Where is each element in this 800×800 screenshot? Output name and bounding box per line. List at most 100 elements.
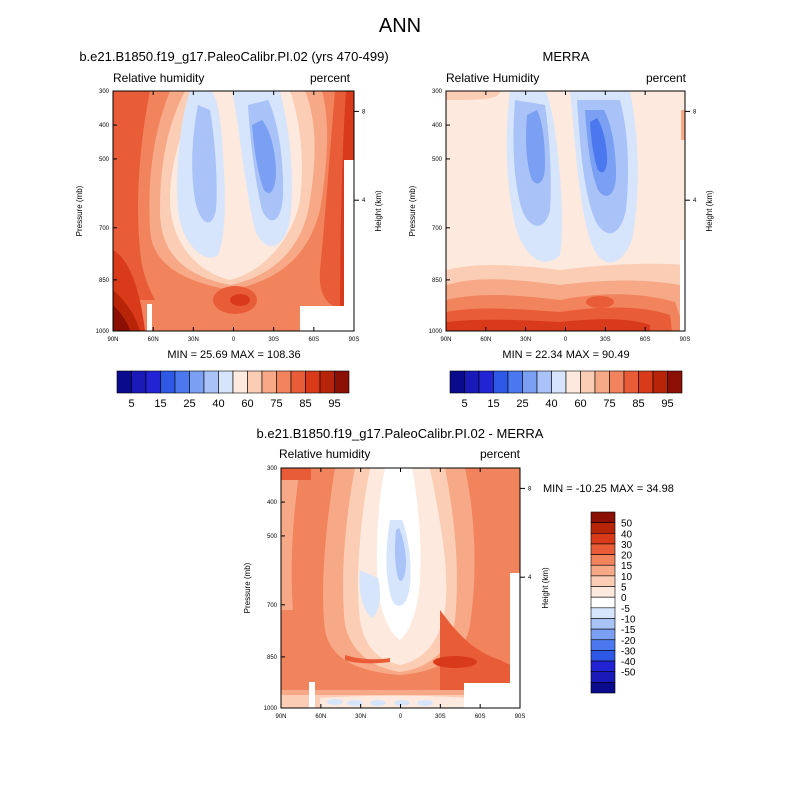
y-tick-label: 700: [99, 226, 110, 232]
panel-model-title: b.e21.B1850.f19_g17.PaleoCalibr.PI.02 (y…: [79, 49, 388, 64]
x-tick-label: 90N: [107, 337, 118, 343]
colorbar-box: [464, 370, 480, 394]
colorbar-box: [334, 370, 350, 394]
y-tick-label: 400: [432, 123, 443, 129]
x-tick-label: 60S: [640, 337, 651, 343]
panel-merra-stats: MIN = 22.34 MAX = 90.49: [502, 349, 629, 361]
colorbar-box: [590, 554, 616, 566]
colorbar-box: [218, 370, 234, 394]
colorbar-box: [305, 370, 321, 394]
colorbar-box: [522, 370, 538, 394]
colorbar-label: 60: [574, 398, 586, 410]
panel-model-field: [113, 91, 354, 331]
y-tick-label: 300: [99, 89, 110, 95]
colorbar-box: [590, 660, 616, 673]
colorbar-box: [590, 628, 616, 641]
colorbar-label: 50: [621, 519, 633, 530]
colorbar-box: [449, 370, 465, 394]
x-tick-label: 90N: [275, 714, 286, 720]
panel-merra-right-string: percent: [646, 71, 687, 85]
panel-diff-right-string: percent: [480, 447, 521, 461]
y2-tick-label: 4: [362, 198, 366, 204]
y-tick-label: 400: [99, 123, 110, 129]
colorbar-box: [590, 586, 616, 598]
panel-diff-title: b.e21.B1850.f19_g17.PaleoCalibr.PI.02 - …: [257, 426, 544, 441]
panel-diff: b.e21.B1850.f19_g17.PaleoCalibr.PI.02 - …: [243, 426, 674, 720]
y-tick-label: 850: [99, 278, 110, 284]
x-tick-label: 0: [399, 714, 403, 720]
colorbar-box: [507, 370, 523, 394]
y-tick-label: 500: [432, 157, 443, 163]
x-tick-label: 60S: [308, 337, 319, 343]
colorbar-label: 30: [621, 540, 633, 551]
colorbar-label: 40: [212, 398, 224, 410]
colorbar-label: -5: [621, 604, 630, 615]
colorbar-box: [594, 370, 610, 394]
colorbar-label: -20: [621, 636, 636, 647]
panel-model-stats: MIN = 25.69 MAX = 108.36: [167, 349, 300, 361]
colorbar-label: -40: [621, 657, 636, 668]
colorbar-label: 15: [154, 398, 166, 410]
y-tick-label: 500: [267, 534, 278, 540]
page-title: ANN: [379, 15, 421, 37]
y-tick-label: 400: [267, 500, 278, 506]
panel-model-ylabel: Pressure (mb): [75, 185, 84, 236]
colorbar-box: [667, 370, 683, 394]
colorbar-label: 5: [461, 398, 467, 410]
x-tick-label: 30S: [600, 337, 611, 343]
panel-merra-ylabel: Pressure (mb): [408, 185, 417, 236]
y-tick-label: 700: [432, 226, 443, 232]
y-tick-label: 1000: [264, 706, 278, 712]
y-tick-label: 300: [267, 466, 278, 472]
colorbar-label: -15: [621, 625, 636, 636]
colorbar-box: [590, 532, 616, 545]
colorbar-label: -30: [621, 646, 636, 657]
colorbar-box: [590, 650, 616, 662]
panel-diff-stats: MIN = -10.25 MAX = 34.98: [543, 483, 674, 495]
x-tick-label: 60N: [148, 337, 159, 343]
colorbar-box: [623, 370, 639, 394]
x-tick-label: 30S: [268, 337, 279, 343]
colorbar-label: 15: [487, 398, 499, 410]
y2-tick-label: 8: [362, 109, 366, 115]
colorbar-label: 95: [328, 398, 340, 410]
colorbar-box: [174, 370, 190, 394]
colorbar-box: [116, 370, 132, 394]
colorbar-label: 75: [603, 398, 615, 410]
y2-tick-label: 4: [693, 198, 697, 204]
panel-merra-field: [446, 91, 685, 331]
colorbar-box: [203, 370, 219, 394]
colorbar-label: 5: [621, 583, 627, 594]
colorbar-box: [590, 682, 616, 694]
y-tick-label: 1000: [429, 329, 443, 335]
x-tick-label: 0: [232, 337, 236, 343]
panel-merra-title: MERRA: [543, 49, 590, 64]
colorbar-box: [590, 607, 616, 619]
colorbar-box: [638, 370, 654, 394]
y-tick-label: 850: [267, 655, 278, 661]
x-tick-label: 0: [564, 337, 568, 343]
colorbar-label: 40: [545, 398, 557, 410]
colorbar-label: 10: [621, 572, 633, 583]
x-tick-label: 90N: [440, 337, 451, 343]
x-tick-label: 30N: [188, 337, 199, 343]
y2-tick-label: 8: [528, 486, 532, 492]
x-tick-label: 30N: [520, 337, 531, 343]
colorbar-label: 60: [241, 398, 253, 410]
colorbar-box: [590, 618, 616, 630]
colorbar-box: [131, 370, 147, 394]
panel-merra-y2label: Height (km): [705, 190, 714, 232]
panel-merra: MERRA Relative Humidity percent 90N 60N 30…: [408, 49, 714, 410]
colorbar-box: [493, 370, 509, 394]
panel-diff-field: [281, 468, 520, 708]
colorbar-box: [189, 370, 205, 394]
colorbar-box: [145, 370, 161, 394]
panel-model-left-string: Relative humidity: [113, 71, 204, 85]
colorbar-box: [590, 639, 616, 651]
colorbar-box: [232, 370, 248, 394]
x-tick-label: 90S: [349, 337, 360, 343]
colorbar-label: 85: [632, 398, 644, 410]
panel-merra-left-string: Relative Humidity: [446, 71, 539, 85]
colorbar-label: 5: [128, 398, 134, 410]
